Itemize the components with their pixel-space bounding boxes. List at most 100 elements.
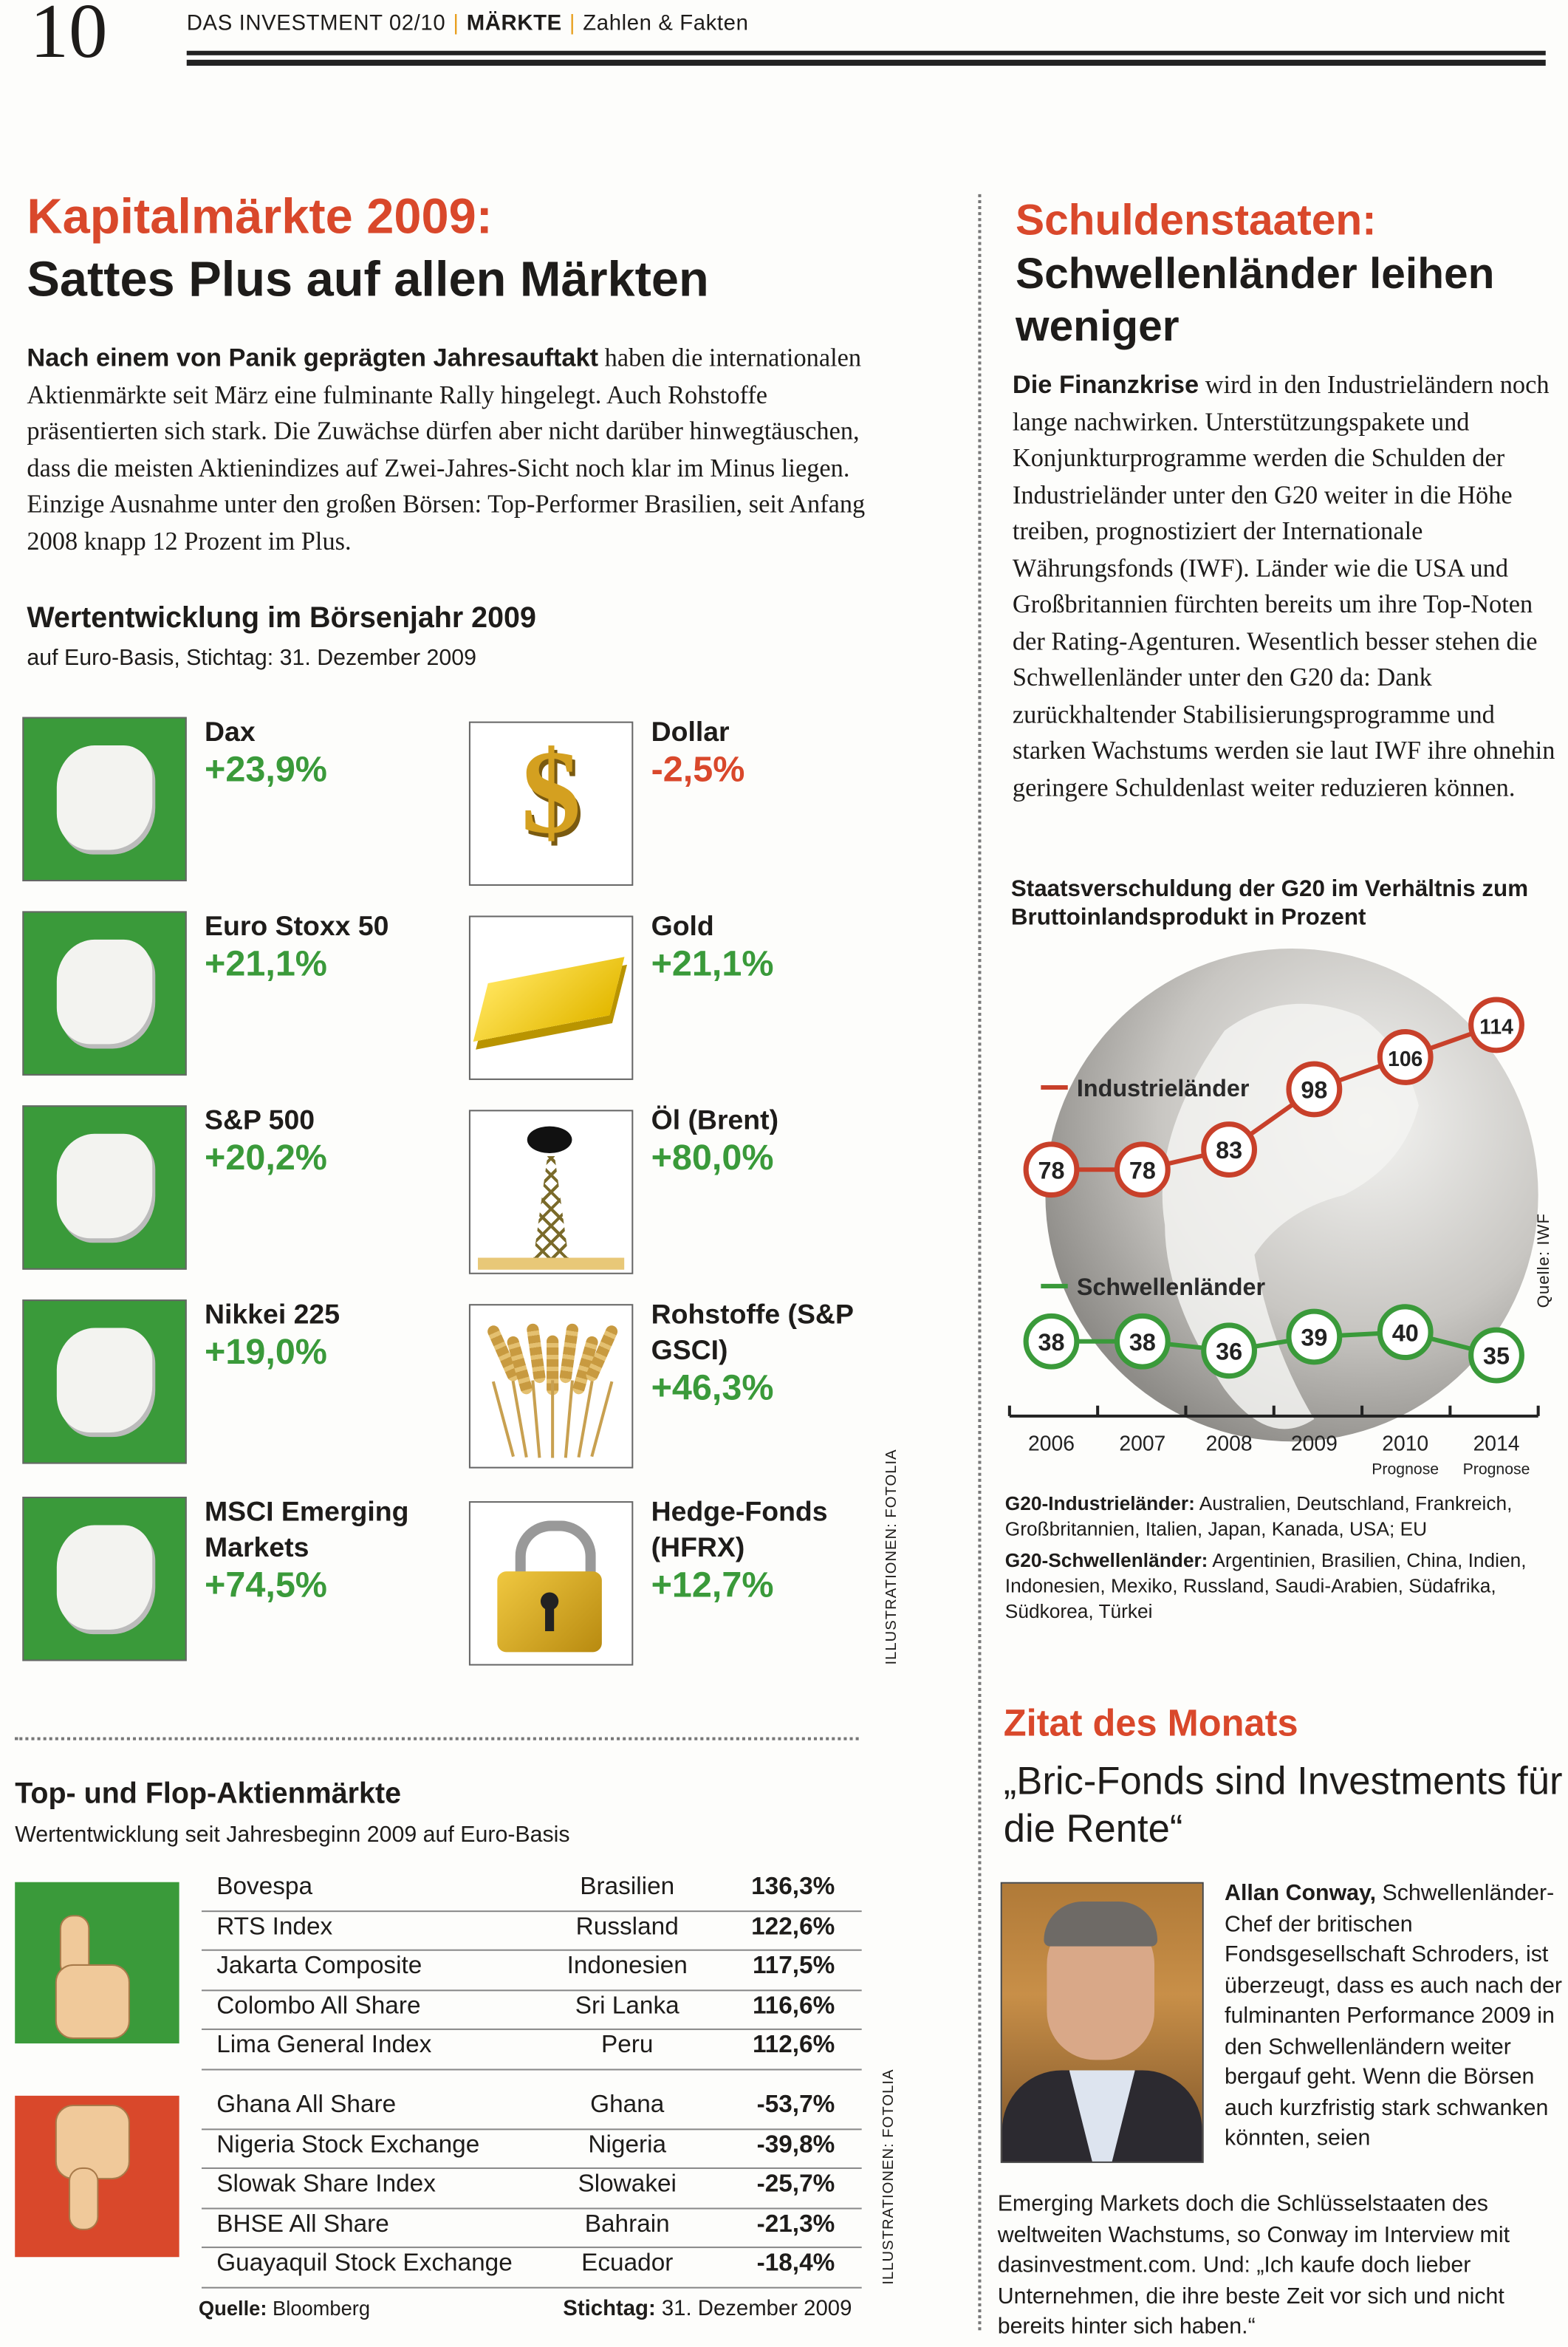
tile-label: Dollar -2,5% [651,714,875,792]
x-tick-note: Prognose [1372,1461,1439,1478]
date-label: Stichtag: [563,2297,656,2322]
data-label: 40 [1392,1319,1419,1346]
x-tick-label: 2014 [1473,1431,1520,1455]
data-label: 78 [1129,1157,1156,1183]
chart-note-industrial: G20-Industrieländer: Australien, Deutsch… [1005,1491,1558,1542]
tile-label: Nikkei 225 +19,0% [205,1297,459,1374]
market-index: Bovespa [216,1873,313,1900]
country: Nigeria [588,2131,667,2158]
intro-lead: Nach einem von Panik geprägten Jahresauf… [27,344,599,372]
data-label: 38 [1129,1329,1156,1356]
quote-headline: „Bric-Fonds sind Investments für die Ren… [1003,1757,1563,1851]
illustration-credit: ILLUSTRATIONEN: FOTOLIA [880,2068,898,2285]
market-index: Nigeria Stock Exchange [216,2131,480,2158]
data-point [1377,1304,1434,1361]
performance: 117,5% [752,1953,835,1980]
chart-note-emerging: G20-Schwellenländer: Argentinien, Brasil… [1005,1548,1558,1624]
data-point [1286,1308,1343,1365]
x-tick-label: 2010 [1382,1431,1428,1455]
index-name: Nikkei 225 [205,1298,340,1330]
performance: -25,7% [756,2170,835,2198]
data-label: 114 [1479,1015,1513,1039]
data-point [1114,1313,1171,1370]
data-point [1023,1313,1080,1370]
index-change: +46,3% [651,1368,774,1409]
quote-person: Allan Conway, [1225,1880,1377,1907]
index-name: Öl (Brent) [651,1104,779,1135]
article-title-red: Kapitalmärkte 2009: [27,188,493,244]
magazine-issue: DAS INVESTMENT 02/10 [186,12,446,36]
country: Slowakei [578,2170,677,2198]
data-label: 35 [1483,1343,1510,1370]
index-change: +21,1% [651,943,774,985]
usa-map-icon [22,1105,187,1270]
data-label: 98 [1301,1077,1327,1104]
table-date: Stichtag: 31. Dezember 2009 [563,2298,852,2321]
table-row: Bovespa Brasilien 136,3% [201,1871,862,1912]
source-value: Bloomberg [267,2297,371,2320]
performance: -18,4% [756,2249,835,2278]
data-point [1201,1121,1258,1178]
country: Sri Lanka [575,1992,679,2020]
data-label: 38 [1038,1329,1064,1356]
thumbs-up-icon [15,1882,179,2044]
column-divider [978,194,982,2331]
index-change: +20,2% [205,1138,327,1179]
index-name: Dollar [651,715,730,748]
header-rule [186,59,1546,66]
performance: 116,6% [752,1992,835,2020]
europe-map-icon [22,911,187,1076]
tile-label: Rohstoffe (S&P GSCI) +46,3% [651,1297,875,1410]
data-point [1023,1141,1080,1198]
index-name: Gold [651,909,714,941]
legend-label: Schwellenländer [1077,1274,1266,1300]
chart-source: Quelle: IWF [1535,1212,1553,1308]
table-row: RTS Index Russland 122,6% [201,1910,862,1951]
legend-label: Industrieländer [1077,1075,1250,1101]
index-name: MSCI Emerging Markets [205,1495,409,1563]
body-lead: Die Finanzkrise [1012,370,1199,399]
index-change: +23,9% [205,750,327,790]
article-title: Sattes Plus auf allen Märkten [27,250,709,307]
running-header: DAS INVESTMENT 02/10 | MÄRKTE | Zahlen & Fak… [186,12,749,36]
data-point [1377,1029,1434,1085]
note-text: Argentinien, Brasilien, China, Indien, I… [1004,1548,1527,1622]
section-name: MÄRKTE [466,12,562,36]
country: Indonesien [566,1953,688,1980]
data-point [1201,1322,1258,1379]
table-row: Colombo All Share Sri Lanka 116,6% [201,1989,862,2031]
subsection-name: Zahlen & Fakten [583,12,749,36]
country: Bahrain [584,2210,670,2238]
globe-landmass [1162,1003,1419,1429]
intro-text: haben die internationalen Aktienmärkte s… [27,344,866,556]
market-index: Colombo All Share [216,1992,421,2020]
source-label: Quelle: [198,2297,267,2320]
wheat-icon [468,1304,634,1469]
tile-label: Dax +23,9% [205,714,459,792]
quote-text: Schwellenländer-Chef der britischen Fond… [1225,1880,1562,2151]
country: Brasilien [580,1873,675,1900]
x-tick-label: 2006 [1028,1431,1075,1455]
performance: -53,7% [756,2091,835,2119]
germany-map-icon [22,717,187,881]
tile-label: Öl (Brent) +80,0% [651,1102,875,1180]
x-tick-label: 2008 [1206,1431,1253,1455]
portrait-photo [1000,1882,1204,2163]
performance: -39,8% [756,2131,835,2158]
table-row: BHSE All Share Bahrain -21,3% [201,2207,862,2249]
x-tick-label: 2009 [1291,1431,1338,1455]
table-row: Lima General Index Peru 112,6% [201,2029,862,2071]
market-index: Lima General Index [216,2032,432,2060]
performance: 112,6% [752,2032,835,2060]
article-title-red: Schuldenstaaten: [1015,197,1377,245]
date-value: 31. Dezember 2009 [655,2297,852,2322]
market-index: Guayaquil Stock Exchange [216,2249,513,2278]
data-label: 39 [1301,1325,1327,1351]
index-change: +74,5% [205,1565,327,1606]
performance: 122,6% [751,1913,835,1940]
table-row: Jakarta Composite Indonesien 117,5% [201,1950,862,1991]
note-text: Australien, Deutschland, Frankreich, Gro… [1004,1492,1513,1540]
index-name: Dax [205,715,256,748]
quote-body-side: Allan Conway, Schwellenländer-Chef der b… [1225,1879,1565,2155]
chart-title: Staatsverschuldung der G20 im Verhältnis… [1010,876,1529,931]
